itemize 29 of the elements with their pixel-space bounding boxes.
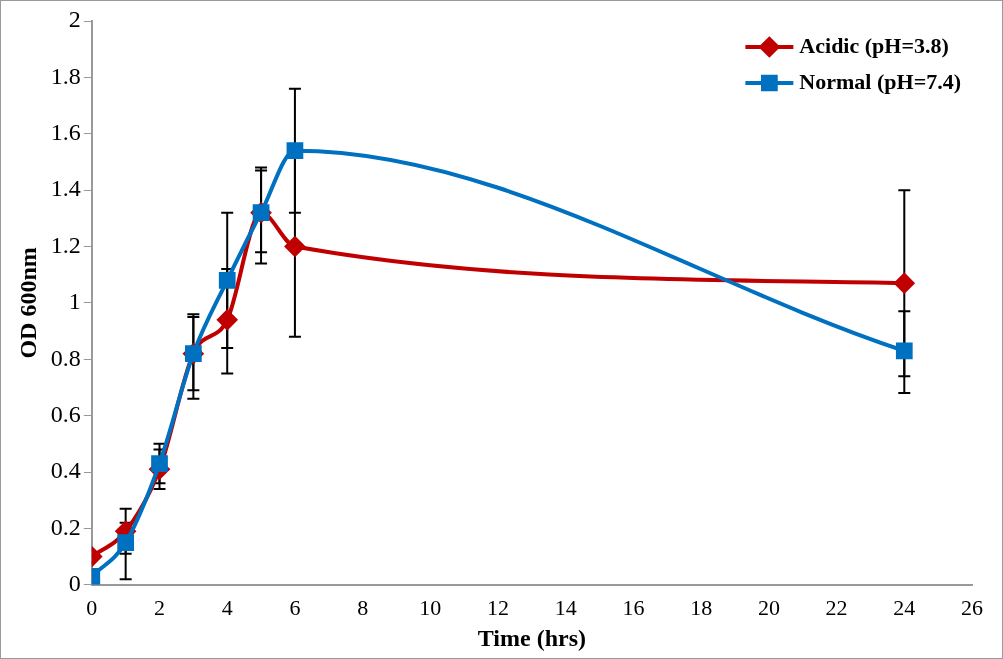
x-tick-label: 18	[690, 594, 713, 620]
y-tick-label: 0.6	[50, 400, 81, 427]
x-tick-label: 12	[487, 594, 510, 620]
y-tick-label: 2	[68, 6, 81, 33]
x-tick-label: 10	[419, 594, 442, 620]
y-tick-label: 0.8	[50, 344, 81, 371]
y-tick-label: 0.4	[50, 457, 81, 484]
y-tick-label: 1.2	[50, 231, 81, 258]
y-axis-title: OD 600nm	[14, 247, 41, 359]
x-tick-label: 4	[221, 594, 233, 620]
legend-label: Normal (pH=7.4)	[799, 68, 962, 94]
x-tick-label: 26	[961, 594, 983, 620]
x-tick-label: 24	[893, 594, 916, 620]
y-tick-label: 0.2	[50, 513, 81, 540]
x-tick-label: 0	[86, 594, 98, 620]
x-axis-title: Time (hrs)	[477, 624, 587, 651]
y-tick-label: 1.8	[50, 62, 81, 89]
x-tick-label: 22	[825, 594, 848, 620]
y-tick-label: 1.4	[50, 175, 81, 202]
legend-label: Acidic (pH=3.8)	[799, 32, 949, 58]
y-tick-label: 1.6	[50, 119, 81, 146]
x-tick-label: 16	[622, 594, 645, 620]
x-tick-label: 8	[357, 594, 369, 620]
x-tick-label: 6	[289, 594, 301, 620]
y-tick-label: 0	[68, 570, 81, 597]
x-tick-label: 20	[757, 594, 780, 620]
x-tick-label: 14	[554, 594, 577, 620]
y-tick-label: 1	[68, 288, 81, 315]
x-tick-label: 2	[154, 594, 166, 620]
